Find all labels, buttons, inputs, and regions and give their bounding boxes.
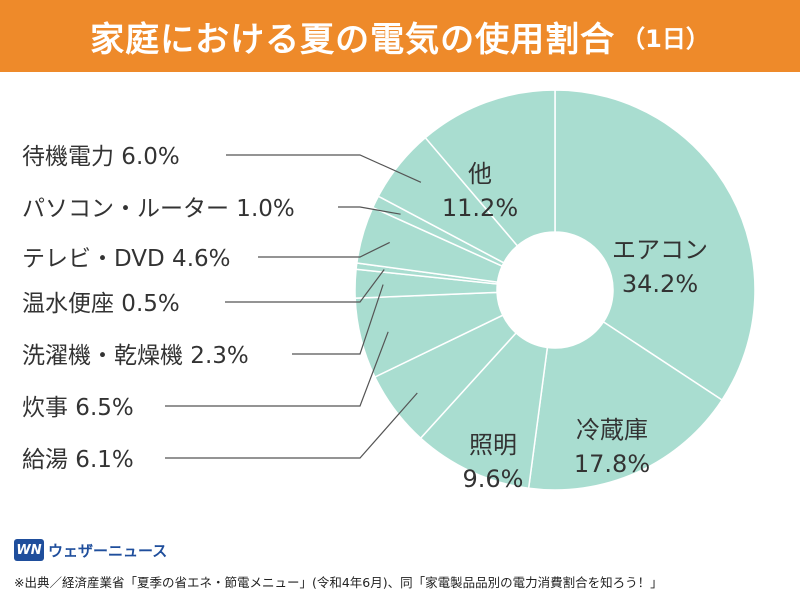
leader-line-3 [165, 392, 418, 459]
slice-1 [527, 320, 724, 491]
chart-header: 家庭における夏の電気の使用割合 （1日） [0, 0, 800, 72]
slice-label-4: 炊事 6.5% [22, 395, 134, 421]
slice-label-3: 給湯 6.1% [22, 447, 134, 473]
slice-10 [424, 89, 556, 247]
chart-subtitle: （1日） [621, 24, 710, 53]
slice-value-2: 9.6% [463, 465, 524, 493]
slice-value-0: 34.2% [622, 270, 698, 298]
leader-line-7 [258, 241, 390, 258]
slice-label-1: 冷蔵庫 [576, 416, 648, 444]
leader-line-6 [225, 269, 385, 303]
slice-label-2: 照明 [469, 431, 517, 459]
slice-label-8: パソコン・ルーター 1.0% [22, 196, 295, 222]
slice-2 [419, 331, 549, 490]
source-note: ※出典／経済産業省「夏季の省エネ・節電メニュー」(令和4年6月)、同「家電製品品… [14, 575, 663, 590]
leader-line-8 [338, 206, 401, 215]
slice-label-10: 他 [468, 160, 492, 188]
weathernews-logo-icon: WN [14, 539, 44, 561]
slice-value-10: 11.2% [442, 194, 518, 222]
leader-line-9 [226, 154, 422, 183]
leader-line-5 [292, 284, 384, 355]
slice-label-5: 洗濯機・乾燥機 2.3% [22, 343, 249, 369]
leader-line-4 [165, 331, 389, 407]
brand-name: ウェザーニュース [48, 541, 168, 560]
slice-label-6: 温水便座 0.5% [22, 291, 180, 317]
chart-title: 家庭における夏の電気の使用割合 [90, 19, 616, 60]
brand-logo: WN ウェザーニュース [14, 539, 167, 561]
slice-label-9: 待機電力 6.0% [22, 144, 180, 170]
slice-value-1: 17.8% [574, 450, 650, 478]
slice-label-0: エアコン [612, 236, 708, 264]
slice-label-7: テレビ・DVD 4.6% [22, 246, 231, 272]
